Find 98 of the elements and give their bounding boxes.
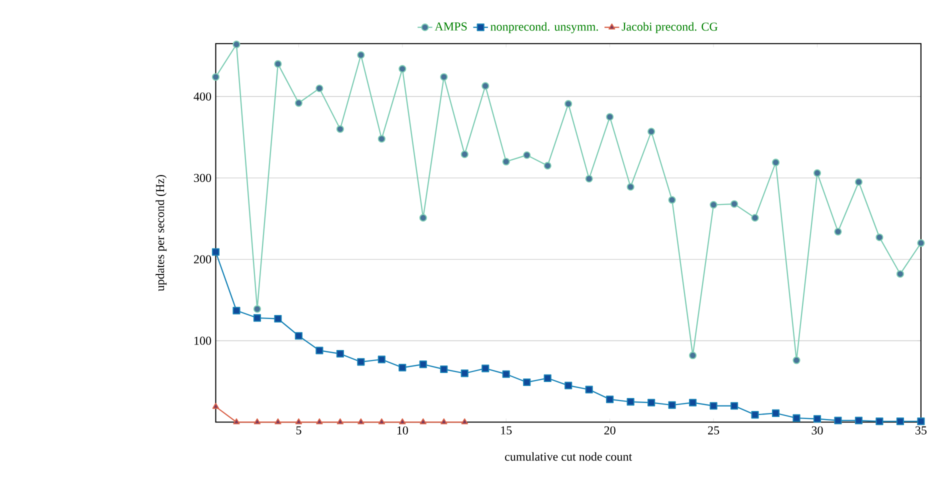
point: [378, 418, 386, 424]
point: [336, 350, 344, 358]
point: [253, 305, 262, 313]
point: [606, 396, 614, 404]
point: [482, 364, 490, 372]
legend-label: AMPS: [434, 22, 467, 31]
point: [585, 386, 593, 394]
point: [440, 366, 448, 374]
point: [399, 418, 406, 424]
point: [730, 200, 738, 208]
point: [398, 364, 406, 372]
point: [357, 51, 365, 59]
point: [876, 418, 884, 426]
y-tick-label: 300: [194, 174, 212, 182]
point: [419, 360, 427, 368]
point: [876, 234, 884, 242]
point: [896, 418, 904, 426]
point: [626, 398, 634, 406]
point: [419, 214, 427, 222]
point: [274, 418, 282, 424]
point: [648, 128, 656, 136]
point: [294, 332, 302, 340]
point: [792, 356, 800, 364]
point: [316, 418, 323, 424]
point: [461, 418, 468, 424]
point: [668, 196, 676, 204]
point: [772, 409, 780, 418]
point: [896, 270, 904, 278]
point: [917, 239, 925, 247]
point: [668, 401, 676, 409]
point: [440, 73, 448, 81]
point: [792, 414, 800, 422]
point: [523, 378, 531, 386]
point: [502, 370, 510, 378]
legend-label: Jacobi precond. CG: [622, 22, 718, 34]
point: [544, 162, 552, 170]
point: [854, 178, 863, 186]
point: [626, 183, 634, 191]
point: [772, 158, 780, 166]
point: [710, 201, 718, 209]
point: [689, 398, 697, 406]
point: [378, 356, 386, 364]
point: [751, 214, 759, 222]
point: [274, 315, 282, 323]
point: [482, 82, 490, 90]
point: [502, 158, 510, 166]
x-tick-label: 15: [501, 426, 512, 434]
point: [460, 150, 468, 158]
point: [648, 398, 656, 406]
point: [378, 135, 386, 143]
point: [254, 418, 261, 424]
y-axis-title: updates per second (Hz): [156, 175, 167, 292]
y-tick-label: 200: [194, 255, 212, 264]
y-tick-label: 100: [194, 336, 212, 345]
point: [212, 73, 220, 81]
x-tick-label: 35: [916, 426, 927, 435]
point: [336, 125, 344, 133]
point: [917, 418, 925, 426]
point: [295, 418, 302, 424]
point: [212, 248, 220, 256]
point: [585, 175, 593, 183]
point: [564, 382, 572, 390]
point: [232, 40, 240, 48]
point: [294, 99, 302, 107]
x-axis-title: cumulative cut node count: [505, 452, 632, 461]
point: [357, 358, 365, 366]
point: [564, 100, 572, 108]
x-tick-label: 10: [397, 426, 408, 435]
y-tick-label: 400: [194, 92, 212, 101]
point: [398, 65, 406, 73]
x-tick-label: 30: [812, 426, 823, 435]
x-tick-label: 20: [604, 426, 616, 435]
point: [460, 370, 468, 378]
point: [751, 411, 759, 419]
point: [316, 346, 324, 354]
point: [274, 60, 282, 68]
point: [854, 416, 863, 424]
point: [253, 314, 262, 322]
point: [440, 418, 448, 424]
point: [420, 418, 426, 424]
point: [813, 415, 822, 423]
point: [232, 306, 240, 314]
point: [606, 113, 614, 121]
x-tick-label: 5: [296, 426, 302, 434]
point: [544, 374, 552, 382]
x-tick-label: 25: [708, 426, 720, 435]
point: [730, 402, 738, 410]
point: [813, 169, 822, 177]
point: [336, 418, 344, 424]
point: [834, 416, 842, 424]
point: [233, 418, 240, 424]
legend-label: nonprecond. unsymm.: [490, 22, 598, 34]
point: [834, 228, 842, 236]
point: [710, 402, 718, 410]
point: [358, 418, 364, 424]
point: [689, 352, 697, 360]
point: [523, 151, 531, 160]
point: [316, 84, 324, 92]
